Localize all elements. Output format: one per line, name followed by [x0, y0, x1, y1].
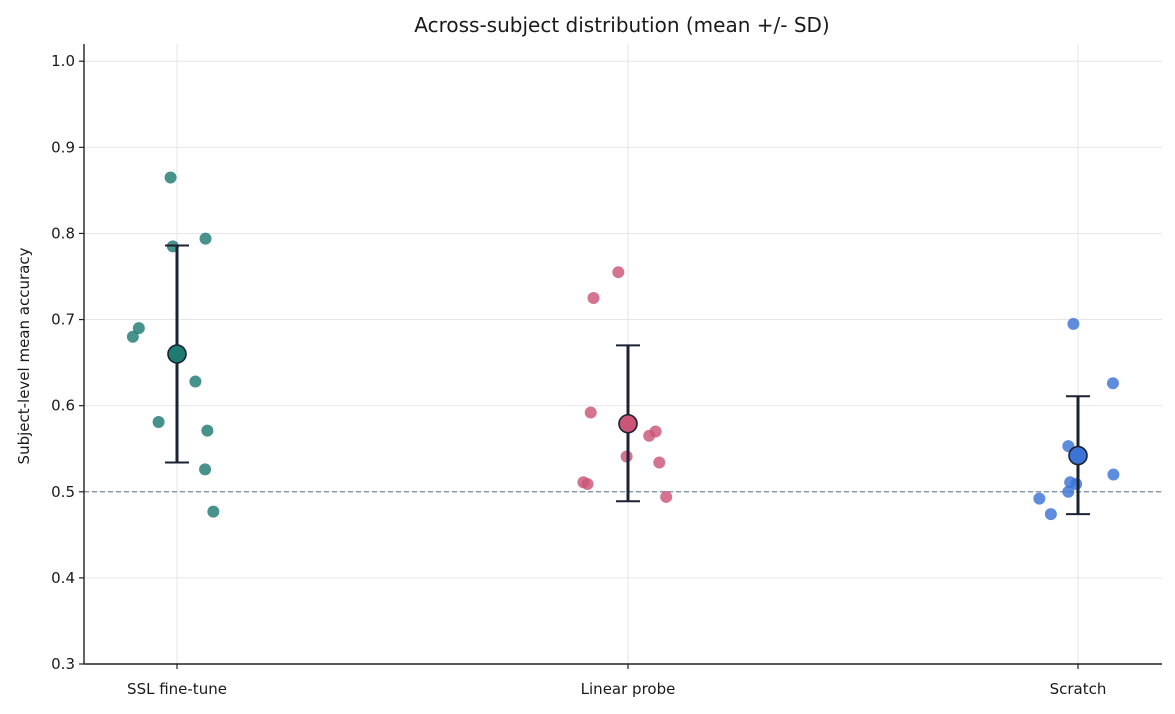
subject-point: [1067, 317, 1080, 330]
subject-point: [1033, 492, 1046, 505]
y-tick-label: 0.9: [51, 138, 75, 156]
subject-point: [612, 266, 625, 279]
subject-point: [199, 232, 212, 245]
subject-point: [653, 456, 666, 469]
y-tick-label: 0.6: [51, 397, 75, 415]
y-tick-label: 0.5: [51, 483, 75, 501]
chart-title: Across-subject distribution (mean +/- SD…: [414, 13, 829, 37]
subject-point: [1062, 485, 1075, 498]
y-tick-label: 0.4: [51, 569, 75, 587]
mean-marker: [618, 413, 638, 434]
subject-point: [1107, 468, 1120, 481]
y-tick-label: 1.0: [51, 52, 75, 70]
plot-area: 0.3 0.4 0.5 0.6 0.7 0.8 0.9 1.0 SSL fine-tune Lin…: [51, 44, 1162, 698]
subject-point: [207, 505, 220, 518]
subject-point: [581, 478, 594, 491]
y-tick-label: 0.3: [51, 655, 75, 673]
subject-point: [1106, 377, 1119, 390]
x-tick-label: Scratch: [1050, 680, 1107, 698]
subject-point: [199, 463, 212, 476]
x-tick-label: Linear probe: [581, 680, 676, 698]
subject-point: [126, 330, 139, 343]
subject-point: [201, 424, 214, 437]
subject-point: [152, 416, 165, 429]
subject-point: [643, 429, 656, 442]
x-tick-label: SSL fine-tune: [127, 680, 227, 698]
subject-point: [132, 322, 145, 335]
subject-point: [587, 292, 600, 305]
subject-point: [660, 490, 673, 503]
mean-marker: [1068, 445, 1088, 466]
subject-point: [584, 406, 597, 419]
y-axis-label: Subject-level mean accuracy: [15, 247, 33, 464]
subject-point: [1044, 508, 1057, 521]
y-tick-label: 0.8: [51, 224, 75, 242]
subject-point: [164, 171, 177, 184]
subject-point: [189, 375, 202, 388]
y-tick-label: 0.7: [51, 311, 75, 329]
mean-marker: [167, 344, 187, 364]
